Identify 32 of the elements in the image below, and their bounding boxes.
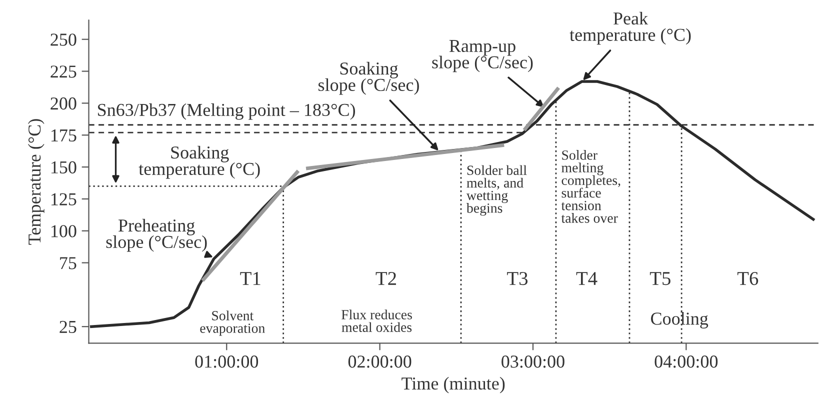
y-tick-label: 250	[50, 34, 76, 46]
annotation: Soaking slope (°C/sec)	[318, 62, 419, 95]
x-tick-label: 01:00:00	[195, 356, 258, 368]
y-tick-label: 175	[51, 129, 76, 142]
annotation: Solvent evaporation	[200, 310, 265, 336]
annotation: Flux reduces metal oxides	[341, 310, 412, 332]
annotation: Peak temperature (°C)	[570, 12, 691, 45]
y-tick-label: 200	[50, 97, 76, 110]
annotation: Solder ball melts, and wetting begins	[466, 165, 527, 216]
annotation: Solder melting completes, surface tension takes over	[561, 150, 620, 223]
y-tick-label: 75	[60, 257, 76, 270]
y-axis-title: Temperature (°C)	[28, 119, 44, 245]
annotation: T1	[240, 272, 260, 285]
annotation: T2	[376, 272, 396, 285]
annotation: Soaking temperature (°C)	[138, 146, 260, 179]
x-axis-title: Time (minute)	[402, 376, 505, 394]
annotation: T3	[507, 272, 528, 286]
annotation: T5	[650, 272, 670, 286]
annotation: Cooling	[651, 312, 708, 328]
y-tick-label: 125	[51, 193, 76, 206]
y-tick-label: 150	[51, 161, 76, 174]
annotation: T6	[737, 272, 758, 286]
y-tick-label: 100	[51, 225, 76, 238]
y-tick-label: 25	[60, 320, 76, 334]
x-tick-label: 04:00:00	[654, 356, 718, 368]
annotation: T4	[576, 272, 598, 285]
annotation: Ramp-up slope (°C/sec)	[432, 40, 533, 72]
y-tick-label: 225	[50, 66, 76, 78]
ref-line-label: Sn63/Pb37 (Melting point – 183°C)	[98, 103, 356, 120]
x-tick-label: 03:00:00	[502, 356, 564, 368]
x-tick-label: 02:00:00	[348, 356, 412, 368]
annotation: Preheating slope (°C/sec)	[106, 218, 207, 252]
